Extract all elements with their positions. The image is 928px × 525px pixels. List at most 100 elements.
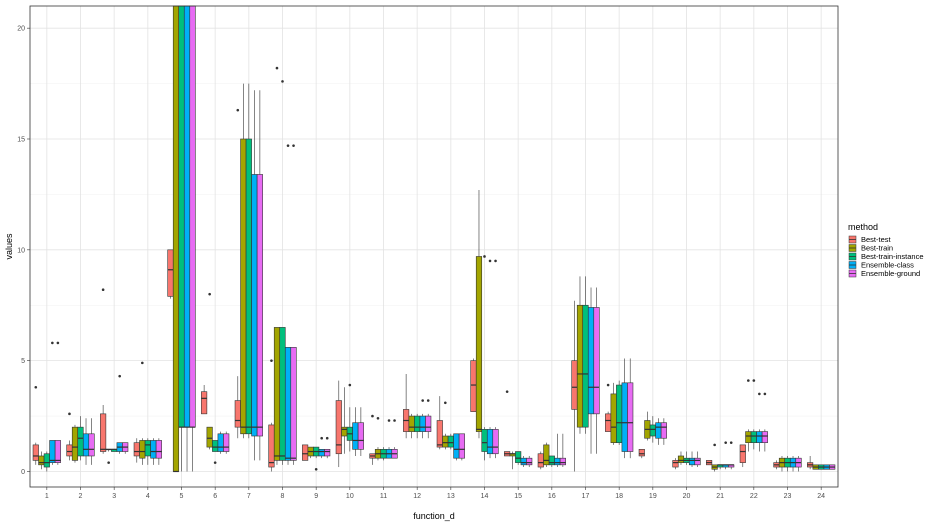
box-body	[537, 453, 544, 468]
box-Best-test-20	[672, 458, 679, 470]
box-body	[453, 433, 460, 459]
box-Ensemble-ground-12	[425, 399, 432, 439]
box-body	[587, 307, 595, 415]
outlier-point	[314, 467, 318, 471]
x-tick-label: 16	[548, 493, 556, 500]
box-body	[425, 415, 432, 432]
x-tick-label: 11	[380, 493, 387, 500]
box-body	[520, 457, 527, 466]
x-tick-label: 17	[582, 493, 590, 500]
x-tick-label: 6	[213, 493, 217, 500]
x-tick-label: 18	[615, 493, 623, 500]
outlier-point	[236, 108, 240, 112]
outlier-point	[68, 412, 71, 416]
y-tick-label: 20	[17, 26, 25, 33]
box-body	[240, 138, 247, 435]
legend-label: Best-train	[861, 244, 893, 253]
outlier-point	[292, 144, 295, 147]
outlier-point	[371, 414, 374, 418]
box-Best-test-5	[167, 249, 174, 299]
box-Best-train-16	[543, 442, 550, 468]
box-Best-train-14	[475, 189, 483, 439]
box-layer	[32, 5, 836, 473]
box-body	[481, 429, 488, 452]
box-Best-test-17	[571, 300, 578, 472]
box-Ensemble-ground-20	[694, 451, 701, 468]
box-body	[223, 433, 230, 452]
box-body	[515, 451, 522, 463]
box-body	[605, 413, 612, 432]
outlier-point	[606, 383, 610, 387]
box-Ensemble-class-20	[688, 451, 696, 468]
box-Ensemble-class-23	[789, 455, 797, 472]
x-tick-label: 4	[146, 493, 150, 500]
legend-title: method	[848, 222, 878, 232]
outlier-point	[444, 401, 447, 405]
box-body	[38, 455, 45, 466]
outlier-point	[387, 419, 391, 422]
box-body	[155, 440, 162, 459]
box-body	[750, 431, 757, 443]
box-body	[290, 347, 297, 461]
box-Ensemble-ground-18	[627, 358, 634, 459]
box-body	[543, 444, 550, 466]
box-Best-train-instance-13	[447, 433, 454, 450]
box-Ensemble-class-6	[217, 431, 224, 454]
box-Best-test-21	[706, 460, 713, 466]
x-tick-label: 3	[112, 493, 116, 500]
outlier-point	[107, 461, 110, 464]
x-tick-label: 1	[45, 493, 49, 500]
outlier-point	[488, 259, 492, 263]
outlier-point	[393, 419, 396, 422]
box-body	[352, 422, 359, 450]
outlier-point	[505, 390, 509, 393]
box-Ensemble-ground-8	[290, 144, 297, 465]
box-body	[627, 382, 634, 452]
box-Ensemble-ground-6	[223, 431, 230, 454]
box-body	[458, 433, 465, 459]
box-Ensemble-ground-16	[559, 433, 566, 468]
y-axis-title: values	[4, 233, 14, 260]
outlier-point	[494, 259, 497, 263]
box-Ensemble-class-16	[554, 433, 561, 468]
outlier-point	[758, 392, 761, 396]
box-body	[66, 444, 73, 457]
box-body	[189, 5, 196, 428]
box-body	[54, 440, 61, 463]
box-Best-train-24	[812, 464, 819, 470]
box-body	[745, 431, 752, 443]
box-body	[133, 442, 140, 457]
box-body	[43, 453, 50, 468]
box-Ensemble-ground-23	[795, 455, 802, 472]
box-body	[302, 444, 309, 461]
box-Best-train-instance-3	[111, 448, 118, 452]
box-Best-test-11	[369, 414, 376, 465]
x-axis: 1 2 3 4 5 6 7 8 9 10 11 12 13 14 15 16 17 18 19 20 21 22 23 24	[45, 487, 825, 500]
x-tick-label: 8	[281, 493, 285, 500]
box-Ensemble-ground-5	[189, 5, 196, 472]
outlier-point	[51, 341, 54, 345]
box-Ensemble-ground-17	[593, 287, 600, 454]
outlier-point	[325, 436, 329, 440]
box-Ensemble-ground-10	[357, 407, 364, 456]
outlier-point	[724, 441, 727, 444]
y-tick-label: 15	[17, 136, 25, 143]
box-body	[273, 327, 281, 461]
outlier-point	[348, 383, 352, 387]
box-Ensemble-ground-24	[829, 464, 836, 470]
legend-item-Best-test: Best-test	[848, 235, 892, 244]
box-Ensemble-ground-4	[155, 438, 162, 465]
legend-label: Ensemble-class	[861, 261, 914, 270]
outlier-point	[729, 441, 733, 444]
x-tick-label: 2	[79, 493, 83, 500]
box-body	[408, 415, 415, 432]
box-body	[649, 424, 656, 437]
box-body	[442, 435, 449, 448]
box-body	[178, 5, 185, 428]
x-tick-label: 24	[817, 493, 825, 500]
box-body	[172, 5, 180, 472]
box-body	[212, 440, 219, 452]
x-tick-label: 19	[649, 493, 657, 500]
x-tick-label: 20	[683, 493, 691, 500]
box-body	[183, 5, 191, 428]
